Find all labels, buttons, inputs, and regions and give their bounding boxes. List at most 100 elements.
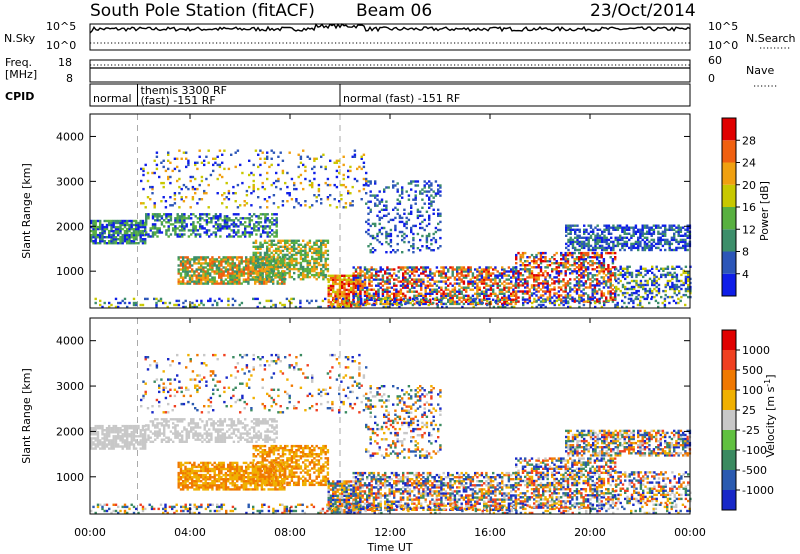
power-cell-4439 bbox=[428, 216, 431, 220]
power-cell-814 bbox=[220, 262, 223, 265]
power-cell-790 bbox=[215, 266, 219, 269]
power-cell-736 bbox=[204, 270, 207, 273]
freq-panel-frame bbox=[89, 59, 691, 83]
power-cell-4029 bbox=[261, 185, 264, 189]
power-cell-3635 bbox=[626, 267, 629, 270]
power-cell-694 bbox=[195, 256, 198, 259]
power-cell-2498 bbox=[505, 298, 508, 301]
power-cell-3476 bbox=[652, 230, 656, 233]
power-cell-4710 bbox=[531, 305, 534, 309]
power-cell-3549 bbox=[677, 240, 680, 244]
power-cell-4242 bbox=[374, 194, 377, 197]
power-cell-3335 bbox=[612, 240, 615, 244]
power-cell-3521 bbox=[668, 244, 671, 248]
power-cell-2209 bbox=[449, 292, 452, 295]
power-cell-3395 bbox=[630, 226, 633, 229]
power-cell-3739 bbox=[660, 275, 663, 279]
power-cell-2839 bbox=[562, 256, 565, 259]
power-cell-3414 bbox=[637, 242, 640, 246]
power-cell-1128 bbox=[252, 241, 255, 244]
power-cell-4798 bbox=[663, 299, 667, 303]
power-cell-4037 bbox=[266, 200, 269, 203]
power-cell-3307 bbox=[605, 248, 608, 252]
velocity-cell-8 bbox=[90, 429, 93, 432]
power-cell-1405 bbox=[304, 249, 307, 253]
power-cell-4142 bbox=[333, 198, 336, 201]
power-cell-525 bbox=[248, 223, 251, 226]
power-cell-4732 bbox=[560, 301, 563, 305]
power-cell-3488 bbox=[657, 232, 660, 235]
power-cell-4108 bbox=[311, 204, 314, 207]
power-cell-2232 bbox=[453, 288, 457, 291]
power-cell-2985 bbox=[584, 253, 588, 257]
power-cell-3816 bbox=[684, 275, 688, 279]
power-cell-4423 bbox=[425, 247, 429, 250]
power-cell-1097 bbox=[281, 280, 284, 283]
power-cell-4198 bbox=[365, 192, 368, 195]
power-cell-4101 bbox=[304, 169, 307, 173]
power-cell-4032 bbox=[263, 198, 267, 201]
power-cell-4580 bbox=[270, 305, 273, 309]
power-cell-1444 bbox=[313, 275, 316, 279]
power-cell-3684 bbox=[642, 275, 645, 279]
power-cell-1291 bbox=[284, 245, 287, 248]
power-cell-3687 bbox=[644, 289, 647, 293]
power-cell-325 bbox=[174, 219, 177, 222]
power-cell-3822 bbox=[687, 285, 690, 289]
power-cell-930 bbox=[245, 268, 248, 271]
power-cell-3159 bbox=[614, 278, 617, 281]
power-cell-4731 bbox=[558, 297, 561, 301]
power-cell-506 bbox=[241, 233, 245, 236]
power-cell-1928 bbox=[390, 286, 394, 289]
power-cell-63 bbox=[103, 225, 106, 229]
power-cell-2155 bbox=[438, 272, 441, 275]
velocity-cell-97 bbox=[112, 431, 115, 434]
power-cell-852 bbox=[229, 274, 232, 277]
power-cell-3686 bbox=[644, 291, 647, 295]
power-cell-3201 bbox=[574, 240, 577, 244]
power-cell-290 bbox=[160, 217, 164, 220]
power-cell-3621 bbox=[624, 295, 627, 299]
power-cell-4202 bbox=[365, 171, 368, 175]
power-cell-499 bbox=[237, 225, 240, 228]
power-cell-4653 bbox=[409, 301, 412, 305]
power-cell-2791 bbox=[555, 296, 558, 299]
velocity-cell-14 bbox=[92, 433, 95, 436]
velocity-cell-23 bbox=[94, 433, 97, 436]
power-cell-2631 bbox=[526, 268, 529, 271]
power-cell-2689 bbox=[537, 296, 540, 299]
power-cell-2258 bbox=[458, 278, 461, 281]
power-cell-1924 bbox=[388, 268, 391, 271]
power-cell-4500 bbox=[108, 305, 111, 309]
power-cell-335 bbox=[178, 235, 182, 238]
power-cell-4200 bbox=[365, 179, 368, 183]
power-cell-2967 bbox=[582, 264, 585, 267]
power-cell-2212 bbox=[449, 276, 452, 279]
power-cell-2057 bbox=[417, 292, 421, 295]
power-cell-6 bbox=[90, 221, 93, 225]
power-cell-186 bbox=[132, 233, 136, 237]
power-cell-4542 bbox=[184, 299, 187, 303]
power-cell-1625 bbox=[343, 300, 346, 304]
power-cell-207 bbox=[137, 227, 140, 231]
power-cell-3609 bbox=[619, 273, 622, 277]
power-cell-3701 bbox=[646, 269, 649, 272]
power-cell-2882 bbox=[569, 264, 572, 267]
power-cell-1765 bbox=[359, 290, 362, 293]
power-cell-1338 bbox=[293, 265, 296, 269]
power-cell-625 bbox=[182, 278, 185, 281]
power-cell-4794 bbox=[657, 301, 660, 305]
power-cell-2411 bbox=[487, 284, 490, 287]
power-cell-2864 bbox=[566, 284, 570, 287]
power-cell-4122 bbox=[317, 194, 321, 197]
power-cell-1651 bbox=[347, 302, 351, 306]
power-cell-4244 bbox=[374, 180, 377, 183]
power-cell-2575 bbox=[517, 282, 520, 285]
power-cell-1426 bbox=[308, 267, 312, 271]
power-cell-171 bbox=[128, 219, 131, 223]
power-cell-3322 bbox=[607, 228, 611, 231]
power-cell-1350 bbox=[295, 263, 298, 267]
power-cell-3136 bbox=[609, 270, 612, 273]
power-colorbar-tick-label-3: 16 bbox=[742, 201, 756, 214]
power-cell-2896 bbox=[573, 290, 576, 293]
